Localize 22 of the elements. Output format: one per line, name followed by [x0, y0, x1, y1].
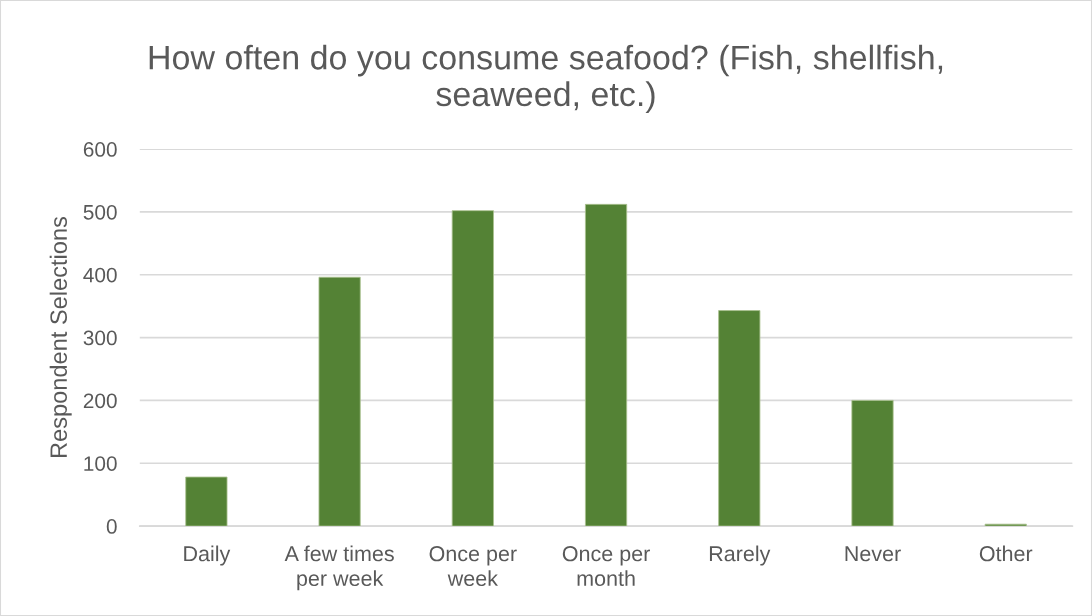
- bar: [451, 210, 494, 527]
- y-tick-label: 600: [83, 142, 117, 157]
- x-tick-label: Once per month: [562, 546, 650, 587]
- y-axis-title: Respondent Selections: [49, 217, 72, 458]
- x-tick-label: Never: [845, 546, 901, 562]
- bar: [718, 310, 761, 527]
- y-tick-label: 0: [106, 519, 117, 534]
- y-tick-label: 300: [83, 330, 117, 346]
- y-tick-label: 100: [84, 456, 117, 471]
- bar: [851, 399, 894, 527]
- chart-title: How often do you consume seafood? (Fish, shellfish, seaweed, etc.): [149, 44, 943, 114]
- x-tick-label: Other: [979, 545, 1033, 562]
- x-tick-label: Rarely: [709, 545, 771, 566]
- y-tick-label: 500: [83, 204, 117, 220]
- bar: [318, 276, 361, 527]
- x-tick-label: Once per week: [429, 546, 517, 587]
- bar: [185, 476, 228, 527]
- bar: [584, 203, 628, 527]
- x-tick-label: A few times per week: [284, 545, 394, 591]
- x-tick-label: Daily: [184, 545, 231, 566]
- y-tick-label: 400: [83, 267, 117, 283]
- y-tick-label: 200: [83, 393, 117, 409]
